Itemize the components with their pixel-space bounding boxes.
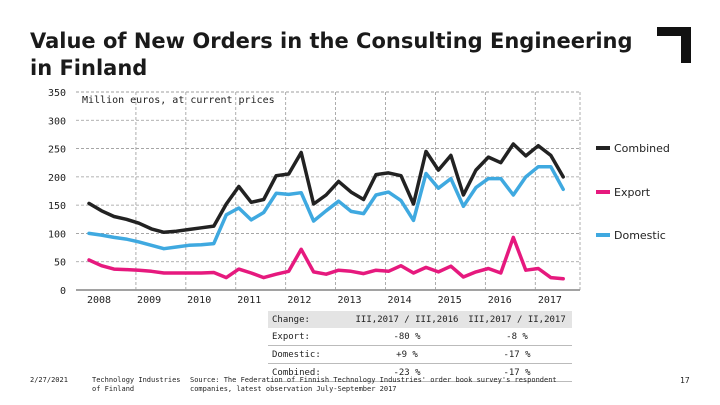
table-header-cell: III,2017 / II,2017	[462, 311, 572, 328]
series-line-export	[87, 235, 565, 281]
table-cell: Domestic:	[268, 345, 352, 364]
table-cell: -17 %	[462, 363, 572, 382]
footer-org: Technology Industries of Finland	[92, 376, 181, 394]
footer-source-line: Source: The Federation of Finnish Techno…	[190, 376, 557, 384]
table-row: Export: -80 % -8 %	[268, 328, 572, 346]
y-tick-label: 200	[48, 173, 66, 184]
y-tick-label: 50	[54, 258, 66, 269]
change-table: Change: III,2017 / III,2016 III,2017 / I…	[268, 311, 572, 382]
legend-label-combined: Combined	[614, 142, 670, 155]
x-tick-label: 2011	[237, 295, 261, 306]
x-tick-label: 2008	[87, 295, 111, 306]
table-row: Domestic: +9 % -17 %	[268, 345, 572, 364]
table-cell: -17 %	[462, 345, 572, 364]
legend-label-domestic: Domestic	[614, 229, 666, 242]
x-tick-label: 2012	[287, 295, 311, 306]
footer-org-line: of Finland	[92, 385, 135, 393]
table-header-cell: Change:	[268, 311, 352, 328]
brand-corner-logo	[657, 27, 691, 63]
x-tick-label: 2014	[388, 295, 412, 306]
legend-label-export: Export	[614, 186, 651, 199]
table-cell: +9 %	[352, 345, 462, 364]
footer-org-line: Technology Industries	[92, 376, 181, 384]
chart-legend: Combined Export Domestic	[596, 142, 670, 242]
x-tick-label: 2013	[337, 295, 361, 306]
table-cell: Combined:	[268, 363, 352, 382]
footer-source-line: companies, latest observation July-Septe…	[190, 385, 397, 393]
y-tick-label: 350	[48, 88, 66, 99]
x-tick-label: 2010	[187, 295, 211, 306]
table-cell: -80 %	[352, 328, 462, 346]
series-line-combined	[87, 142, 565, 235]
x-tick-label: 2017	[538, 295, 562, 306]
footer-date: 2/27/2021	[30, 376, 68, 384]
x-axis-labels: 2008 2009 2010 2011 2012 2013 2014 2015 2016 2017	[87, 295, 562, 306]
table-cell: -23 %	[352, 363, 462, 382]
series-lines	[87, 142, 565, 281]
y-axis-ticks: 0 50 100 150 200 250 300 350	[48, 88, 66, 297]
x-tick-label: 2015	[438, 295, 462, 306]
page-number: 17	[680, 376, 690, 385]
series-line-domestic	[87, 164, 565, 251]
y-unit-label: Million euros, at current prices	[82, 95, 275, 106]
table-row: Combined: -23 % -17 %	[268, 363, 572, 382]
y-tick-label: 0	[60, 286, 66, 297]
y-tick-label: 150	[48, 201, 66, 212]
page-title: Value of New Orders in the Consulting En…	[30, 29, 633, 80]
table-cell: Export:	[268, 328, 352, 346]
table-header-cell: III,2017 / III,2016	[352, 311, 462, 328]
footer-source: Source: The Federation of Finnish Techno…	[190, 376, 557, 394]
y-tick-label: 300	[48, 116, 66, 127]
x-tick-label: 2016	[488, 295, 512, 306]
x-tick-label: 2009	[137, 295, 161, 306]
table-cell: -8 %	[462, 328, 572, 346]
table-header-row: Change: III,2017 / III,2016 III,2017 / I…	[268, 311, 572, 328]
y-tick-label: 100	[48, 229, 66, 240]
y-tick-label: 250	[48, 145, 66, 156]
